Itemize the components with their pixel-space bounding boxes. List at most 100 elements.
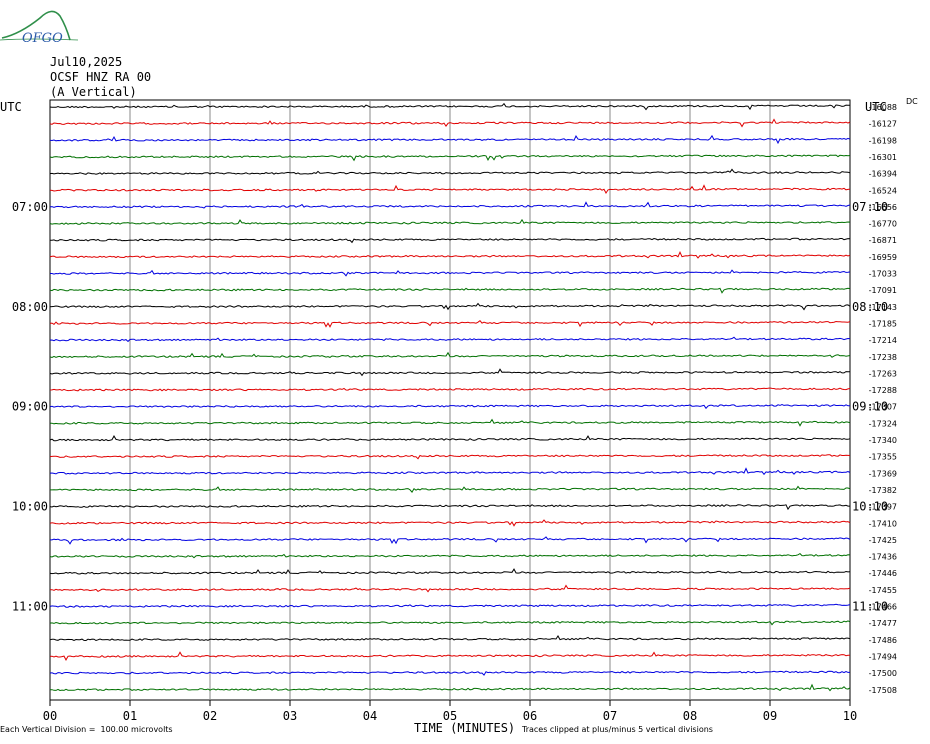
seismic-trace (49, 368, 850, 377)
seismic-trace (49, 434, 851, 442)
seismic-trace (49, 387, 851, 392)
dc-offset-label: -17397 (869, 503, 897, 512)
dc-offset-label: -17410 (869, 519, 897, 528)
dc-offset-label: -17143 (869, 303, 897, 312)
x-tick-label: 03 (283, 709, 297, 723)
clip-note: Traces clipped at plus/minus 5 vertical … (522, 725, 713, 734)
seismic-trace (49, 504, 850, 511)
x-tick-label: 00 (43, 709, 57, 723)
dc-offset-label: -17263 (869, 369, 897, 378)
hour-label-left: 10:00 (12, 500, 48, 514)
x-tick-label: 06 (523, 709, 537, 723)
dc-offset-label: -16088 (869, 103, 897, 112)
dc-offset-label: -17340 (869, 436, 897, 445)
dc-offset-label: -17185 (869, 319, 897, 328)
svg-text:OFGO: OFGO (22, 31, 63, 44)
hour-label-right: 11:10 (852, 600, 888, 614)
station-code: OCSF HNZ RA 00 (50, 70, 152, 84)
seismic-trace (49, 568, 851, 575)
dc-offset-label: -16301 (869, 153, 897, 162)
dc-offset-label: -17307 (869, 403, 897, 412)
hour-label-right: 07:10 (852, 200, 888, 214)
dc-offset-label: -16871 (869, 236, 897, 245)
dc-offset-label: -17369 (869, 469, 897, 478)
seismic-trace (49, 635, 851, 642)
seismic-trace (49, 403, 850, 410)
seismic-trace (49, 134, 851, 145)
seismic-trace (49, 118, 851, 128)
dc-offset-label: -17214 (869, 336, 897, 345)
seismic-trace (49, 218, 851, 225)
dc-offset-label: -17091 (869, 286, 897, 295)
dc-offset-label: -16770 (869, 220, 897, 229)
component-label: (A Vertical) (50, 85, 137, 99)
right-axis-label: UTC (865, 100, 887, 114)
x-tick-label: 05 (443, 709, 457, 723)
dc-offset-label: -16394 (869, 170, 897, 179)
x-tick-label: 08 (683, 709, 697, 723)
dc-offset-label: -17324 (869, 419, 897, 428)
dc-offset-label: -16127 (869, 120, 897, 129)
seismic-trace (49, 418, 851, 427)
hour-label-left: 11:00 (12, 600, 48, 614)
seismic-trace (49, 287, 851, 294)
dc-offset-header: DC (906, 97, 918, 106)
seismic-trace (49, 603, 851, 608)
seismic-trace (49, 519, 851, 527)
seismic-trace (49, 320, 851, 328)
seismic-trace (49, 651, 850, 661)
dc-offset-label: -17508 (869, 686, 897, 695)
seismic-trace (49, 102, 851, 111)
seismic-trace (49, 351, 851, 359)
dc-offset-label: -17477 (869, 619, 897, 628)
dc-offset-label: -17494 (869, 652, 897, 661)
seismic-trace (49, 584, 851, 593)
hour-label-right: 08:10 (852, 300, 888, 314)
dc-offset-label: -16198 (869, 136, 897, 145)
hour-label-right: 10:10 (852, 500, 888, 514)
dc-offset-label: -17355 (869, 453, 897, 462)
dc-offset-label: -17033 (869, 270, 897, 279)
seismic-trace (49, 237, 851, 244)
seismic-trace (50, 485, 851, 493)
header-block: Jul10,2025 OCSF HNZ RA 00 (A Vertical) (50, 55, 151, 100)
seismic-trace (49, 154, 851, 162)
scale-note: Each Vertical Division = 100.00 microvol… (0, 725, 173, 734)
dc-offset-label: -17436 (869, 553, 897, 562)
seismic-trace (49, 620, 851, 626)
seismic-trace (49, 670, 850, 676)
dc-offset-label: -17500 (869, 669, 897, 678)
seismic-trace (49, 201, 851, 209)
dc-offset-label: -16656 (869, 203, 897, 212)
hour-label-left: 09:00 (12, 400, 48, 414)
seismic-trace (49, 683, 851, 692)
x-tick-label: 02 (203, 709, 217, 723)
dc-offset-label: -17446 (869, 569, 897, 578)
seismic-trace (50, 269, 851, 277)
left-axis-label: UTC (0, 100, 22, 114)
hour-label-left: 08:00 (12, 300, 48, 314)
seismic-trace (50, 536, 851, 545)
seismic-trace (49, 467, 851, 476)
dc-offset-label: -17486 (869, 636, 897, 645)
dc-offset-label: -17466 (869, 603, 897, 612)
seismic-trace (49, 184, 851, 194)
ofgo-logo: OFGO (0, 10, 79, 44)
seismic-trace (49, 168, 851, 175)
seismic-trace (49, 336, 851, 343)
dc-offset-label: -17382 (869, 486, 897, 495)
hour-label-right: 09:10 (852, 400, 888, 414)
x-tick-label: 07 (603, 709, 617, 723)
dc-offset-label: -17288 (869, 386, 897, 395)
hour-label-left: 07:00 (12, 200, 48, 214)
dc-offset-label: -16524 (869, 186, 897, 195)
seismic-trace (49, 250, 851, 259)
x-tick-label: 04 (363, 709, 377, 723)
x-tick-label: 10 (843, 709, 857, 723)
dc-offset-label: -17238 (869, 353, 897, 362)
dc-offset-label: -16959 (869, 253, 897, 262)
seismic-trace (49, 454, 851, 460)
x-axis-title: TIME (MINUTES) (414, 721, 516, 735)
